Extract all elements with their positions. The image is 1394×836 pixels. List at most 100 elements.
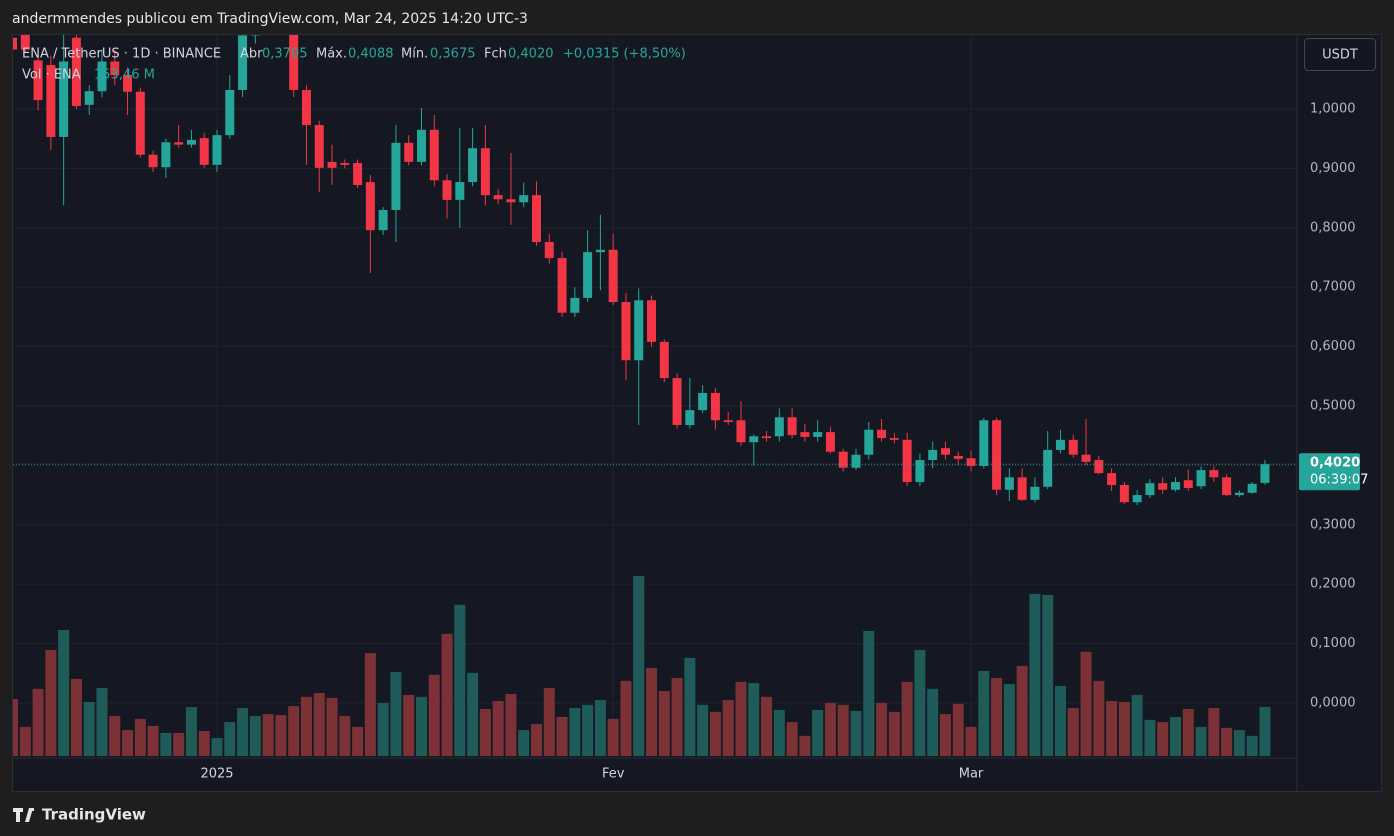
candle-body (314, 125, 324, 168)
change-value: +0,0315 (+8,50%) (563, 47, 686, 62)
volume-bar (1259, 706, 1271, 756)
volume-bar (428, 674, 440, 756)
currency-label: USDT (1322, 48, 1358, 63)
candle-body (97, 61, 107, 92)
open-value: 0,3705 (262, 47, 308, 62)
volume-bar (288, 706, 300, 756)
y-tick-label: 0,3000 (1310, 517, 1356, 532)
candle-body (148, 154, 158, 168)
candle-body (595, 249, 605, 253)
candle-body (787, 417, 797, 436)
candle-body (123, 75, 133, 92)
candle-body (301, 90, 311, 126)
candle-body (468, 148, 478, 183)
volume-bar (403, 694, 415, 756)
candle-body (161, 142, 171, 168)
y-tick-label: 0,1000 (1310, 636, 1356, 651)
candle-body (940, 448, 950, 455)
volume-bar (505, 693, 517, 756)
legend: ENA / TetherUS · 1D · BINANCE Abr 0,3705… (22, 47, 686, 83)
candle-body (544, 242, 554, 259)
candle-body (46, 65, 56, 137)
candle-body (889, 438, 899, 440)
volume-bar (671, 677, 683, 756)
open-label: Abr (240, 47, 263, 62)
countdown: 06:39:07 (1310, 473, 1368, 488)
candle-body (736, 420, 746, 443)
volume-bar (224, 722, 236, 756)
volume-bar (543, 687, 555, 756)
volume-bar (185, 707, 197, 756)
volume-bar (45, 649, 57, 756)
y-tick-label: 0,8000 (1310, 220, 1356, 235)
volume-bar (275, 715, 287, 756)
candle-body (59, 61, 69, 137)
candle-body (174, 142, 184, 145)
candle-body (1247, 483, 1257, 493)
last-price-label: 0,4020 (1310, 456, 1360, 471)
volume-bar (531, 724, 542, 756)
volume-bar (147, 725, 159, 756)
volume-bar (1233, 730, 1245, 756)
volume-bar (96, 687, 108, 756)
candle-body (1209, 470, 1219, 478)
candle-body (1004, 477, 1014, 490)
candle-body (1055, 439, 1065, 450)
volume-bar (300, 696, 312, 756)
volume-bar (684, 657, 696, 756)
candle-body (877, 429, 887, 439)
volume-bar (134, 718, 146, 756)
candle-body (250, 35, 260, 36)
volume-bar (620, 680, 632, 756)
candle-body (723, 420, 733, 423)
volume-bar (594, 700, 606, 756)
candle-body (455, 182, 465, 200)
volume-bar (1029, 593, 1041, 756)
candle-body (659, 341, 669, 379)
candle-body (953, 455, 963, 459)
high-label: Máx. (316, 47, 347, 62)
candle-body (353, 163, 363, 186)
volume-bar (582, 704, 594, 756)
volume-bar (735, 681, 747, 756)
volume-bar (569, 708, 581, 756)
candle-body (1234, 492, 1244, 496)
candle-body (1017, 477, 1027, 500)
volume-bar (1208, 708, 1220, 756)
candle-body (710, 392, 720, 421)
candle-body (851, 454, 861, 468)
close-label: Fch (484, 47, 507, 62)
candle-body (416, 129, 426, 162)
volume-bar (1080, 651, 1092, 756)
currency-button[interactable] (1304, 38, 1376, 71)
candle-body (570, 297, 580, 313)
volume-bar (722, 700, 734, 756)
candle-body (979, 420, 989, 466)
volume-bar (927, 688, 939, 756)
candle-body (391, 142, 401, 210)
volume-bar (70, 678, 82, 756)
candle-body (1171, 482, 1180, 490)
volume-bar (748, 683, 760, 756)
volume-bar (13, 699, 19, 756)
candle-body (519, 195, 529, 203)
volume-bar (824, 702, 836, 756)
volume-bar (173, 732, 185, 756)
volume-bar (109, 716, 121, 756)
volume-bar (799, 735, 811, 756)
x-tick-label: 2025 (200, 767, 233, 782)
volume-label: Vol · ENA (22, 68, 81, 83)
candle-body (212, 135, 222, 165)
low-value: 0,3675 (430, 47, 476, 62)
volume-bar (761, 696, 773, 756)
volume-bar (377, 702, 389, 756)
volume-bar (812, 709, 824, 756)
candle-body (813, 432, 823, 437)
volume-bar (991, 677, 1003, 756)
volume-bar (607, 718, 619, 756)
volume-bar (850, 710, 862, 756)
volume-value: 153,46 M (94, 68, 155, 83)
candle-body (340, 163, 350, 165)
